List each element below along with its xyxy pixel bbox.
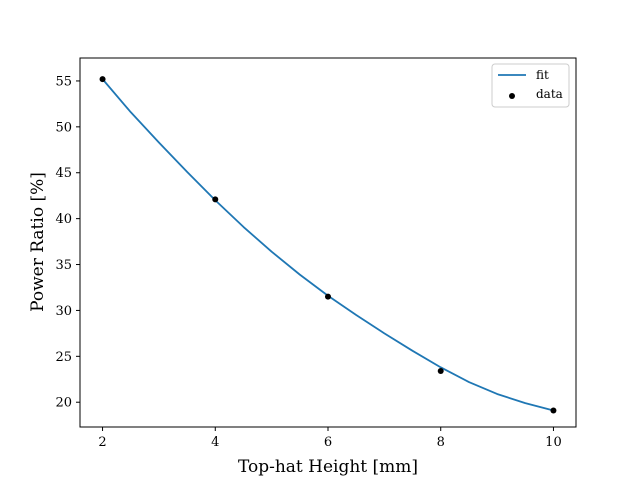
- y-tick-label: 55: [55, 74, 72, 89]
- legend: fit data: [491, 63, 570, 108]
- plot-area: [80, 58, 576, 427]
- legend-data-swatch: [509, 93, 515, 99]
- y-tick-label: 45: [55, 166, 72, 181]
- y-tick-label: 25: [55, 350, 72, 365]
- y-axis-label: Power Ratio [%]: [28, 172, 48, 312]
- x-tick-label: 2: [98, 435, 106, 450]
- legend-data-label: data: [536, 87, 563, 101]
- x-axis-ticks: 2 4 6 8 10: [98, 427, 562, 450]
- data-point: [437, 368, 444, 375]
- x-tick-label: 8: [437, 435, 445, 450]
- data-point: [212, 196, 219, 203]
- data-point: [325, 293, 331, 300]
- series-layer: [99, 76, 557, 414]
- x-tick-label: 6: [324, 435, 332, 450]
- x-tick-label: 4: [211, 435, 219, 450]
- y-tick-label: 50: [55, 120, 72, 135]
- y-tick-label: 40: [55, 212, 72, 227]
- data-point: [550, 407, 557, 414]
- y-tick-label: 30: [55, 304, 72, 319]
- legend-fit-label: fit: [536, 68, 549, 82]
- x-axis-label: Top-hat Height [mm]: [238, 457, 418, 477]
- y-axis-ticks: 20 25 30 35 40 45 50 55: [55, 74, 80, 411]
- data-point: [99, 76, 106, 83]
- x-tick-label: 10: [545, 435, 562, 450]
- y-tick-label: 20: [55, 396, 72, 411]
- y-tick-label: 35: [55, 258, 72, 273]
